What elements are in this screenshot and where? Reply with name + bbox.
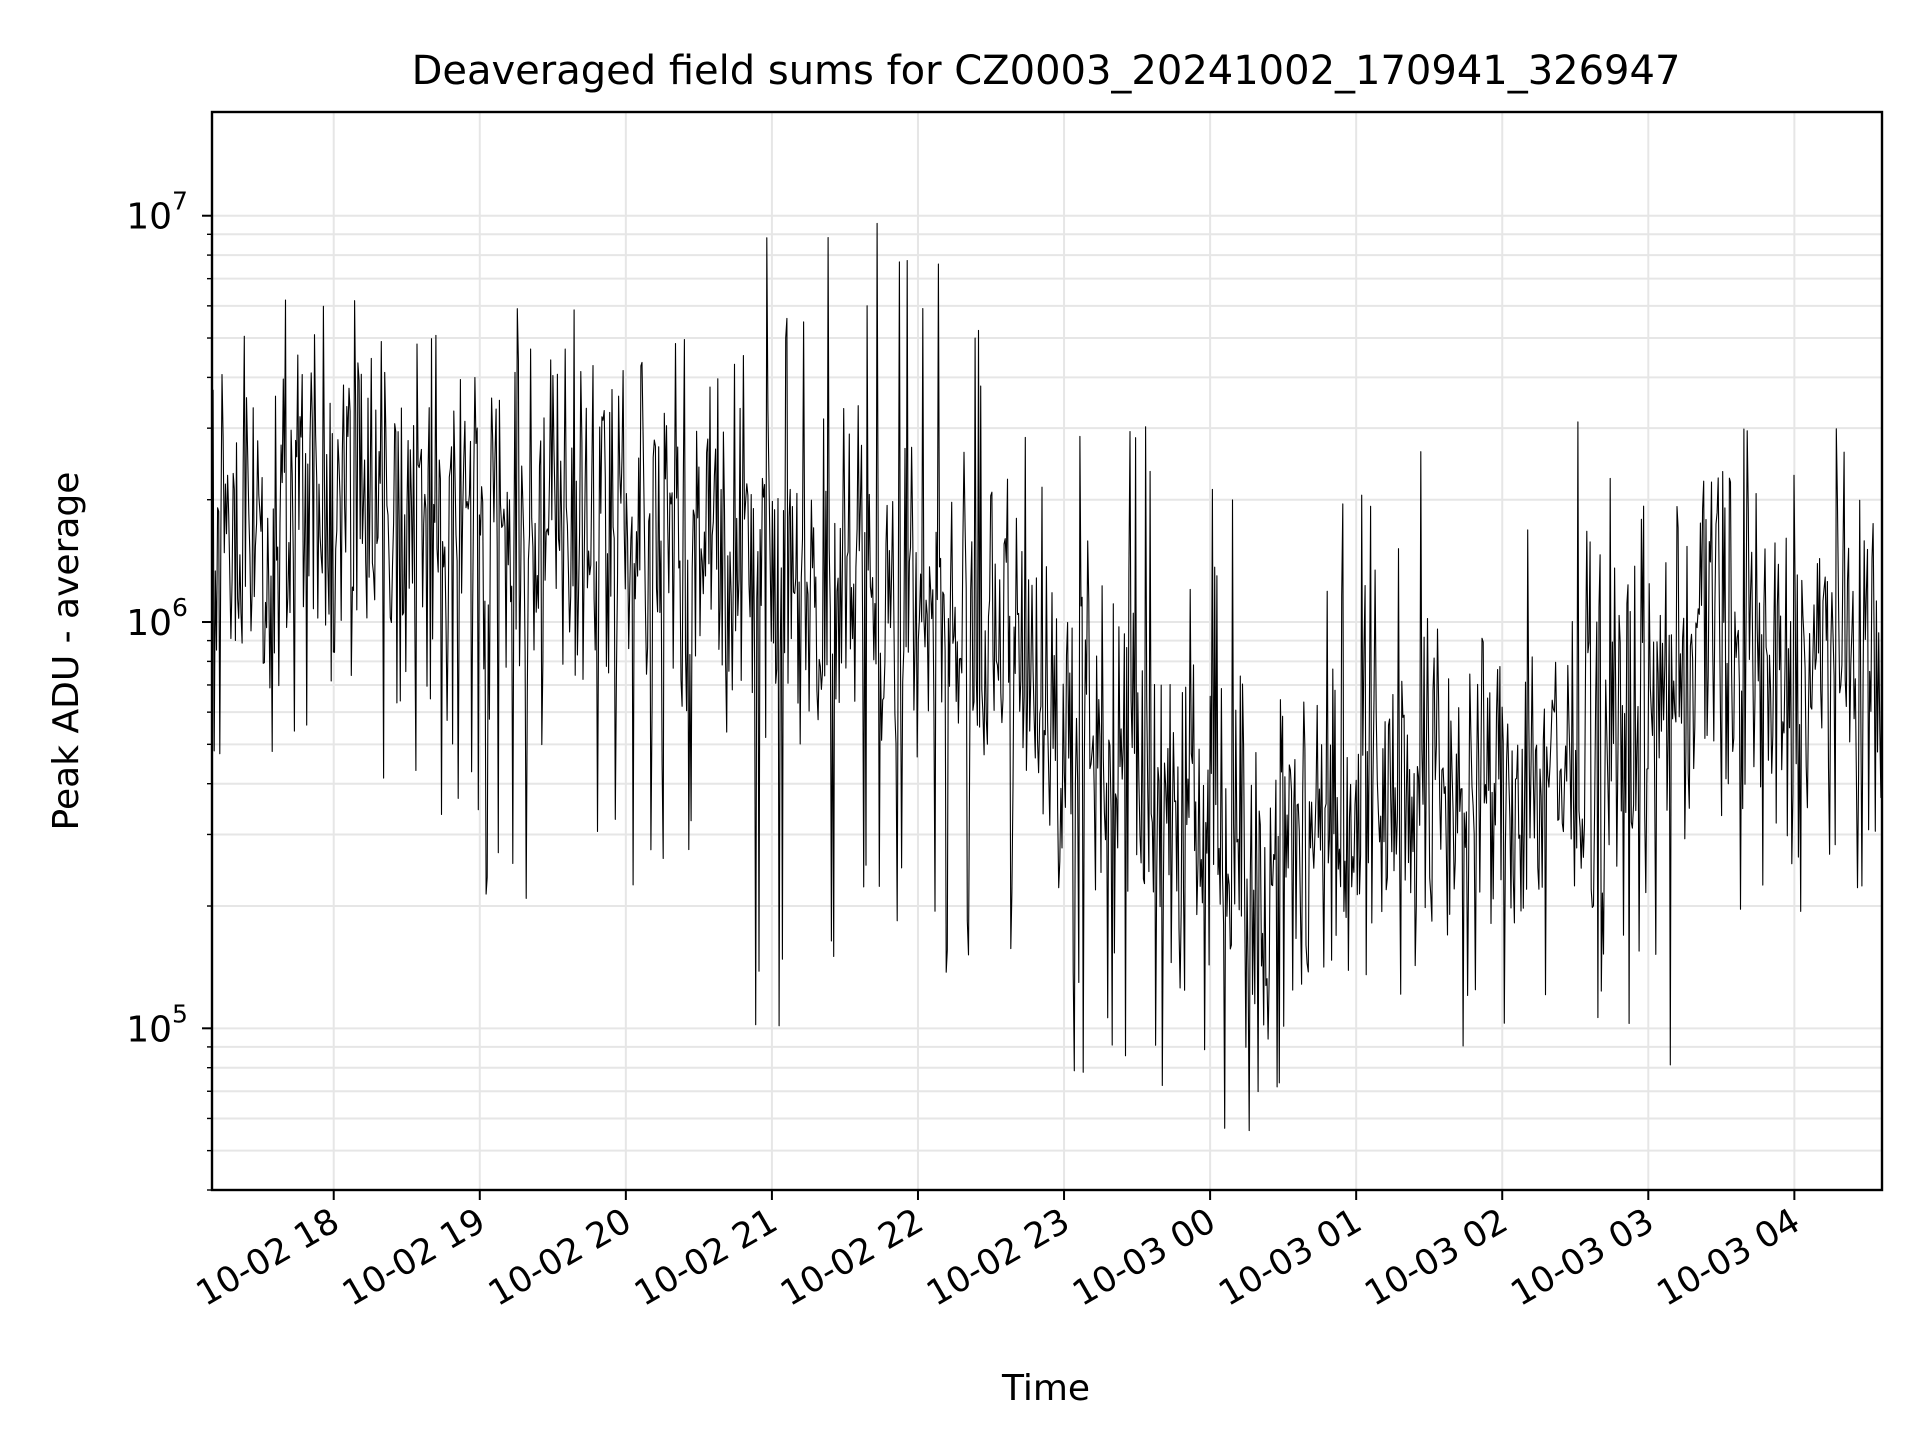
- chart-title: Deaveraged field sums for CZ0003_2024100…: [412, 48, 1681, 94]
- y-axis-label: Peak ADU - average: [46, 472, 87, 831]
- plot-frame: [210, 110, 1884, 1192]
- y-tick-exponent: 7: [172, 187, 188, 216]
- x-axis-label: Time: [1001, 1368, 1090, 1409]
- series-line: [211, 222, 1883, 1132]
- y-tick-exponent: 6: [172, 593, 188, 622]
- y-tick-exponent: 5: [172, 999, 188, 1028]
- y-tick-label: 10: [126, 1009, 172, 1050]
- y-tick-label: 10: [126, 603, 172, 644]
- series-group: [211, 222, 1883, 1132]
- y-tick-label: 10: [126, 197, 172, 238]
- grid: [212, 112, 1882, 1191]
